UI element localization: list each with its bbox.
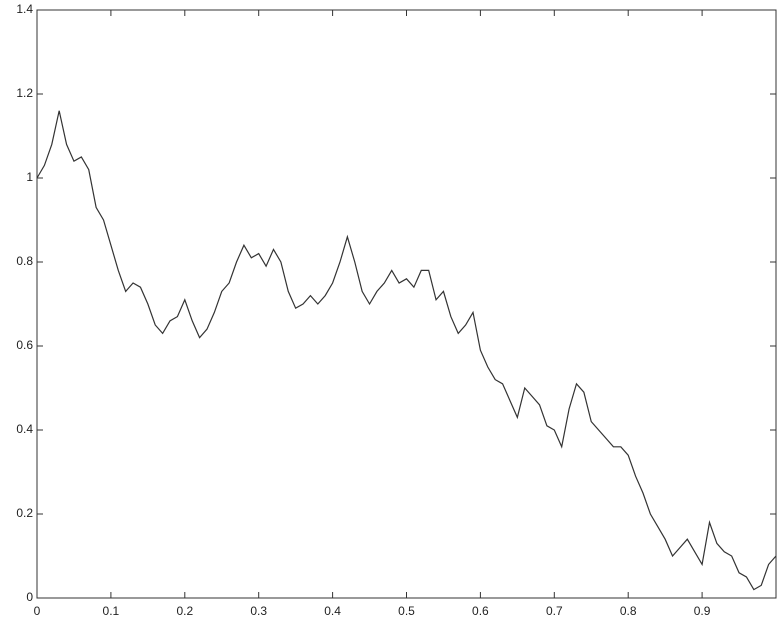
data-line (36, 110, 777, 591)
y-tick-label: 0.4 (16, 422, 33, 436)
y-tick-label: 0.6 (16, 338, 33, 352)
x-tick-label: 0.2 (176, 604, 193, 618)
x-tick-label: 0.6 (472, 604, 489, 618)
y-tick-label: 0.2 (16, 506, 33, 520)
x-tick-label: 0.1 (103, 604, 120, 618)
y-tick-label: 1.2 (16, 86, 33, 100)
x-tick-label: 0.8 (620, 604, 637, 618)
y-tick-label: 0 (26, 590, 33, 604)
x-tick-label: 0.9 (694, 604, 711, 618)
x-tick-label: 0.3 (250, 604, 267, 618)
x-tick-label: 0.5 (398, 604, 415, 618)
x-tick-label: 0.4 (324, 604, 341, 618)
x-tick-label: 0 (34, 604, 41, 618)
y-tick-label: 0.8 (16, 254, 33, 268)
x-tick-label: 0.7 (546, 604, 563, 618)
y-tick-label: 1.4 (16, 2, 33, 16)
y-tick-label: 1 (26, 170, 33, 184)
